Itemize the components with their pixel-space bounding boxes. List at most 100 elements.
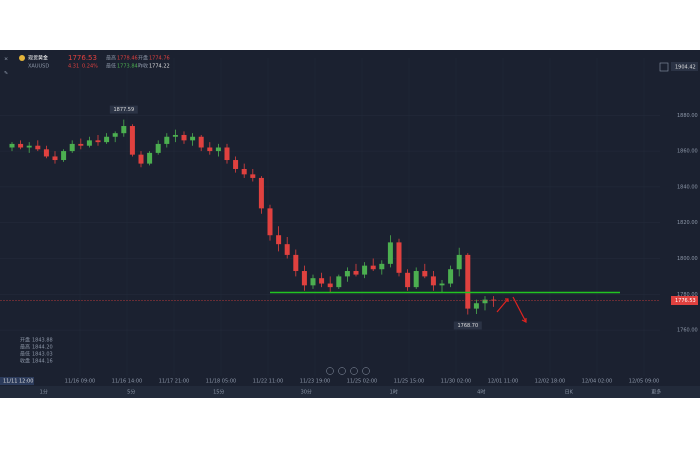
layout-icon[interactable] [659, 62, 669, 72]
candle-body [129, 126, 135, 155]
candle-body [164, 136, 170, 144]
candle-body [112, 133, 118, 137]
candle-body [491, 299, 497, 301]
period-tab[interactable]: 4时 [477, 389, 485, 396]
candle-body [35, 145, 41, 150]
period-tab[interactable]: 30分 [301, 389, 312, 396]
candle-body [284, 244, 290, 255]
candle-body [258, 177, 264, 209]
candle-body [250, 174, 256, 178]
x-tick-label: 11/18 05:00 [206, 379, 236, 385]
x-tick-label: 11/25 02:00 [347, 379, 377, 385]
period-tab[interactable]: 15分 [213, 389, 224, 396]
zoom-in[interactable] [362, 367, 370, 375]
close-icon[interactable]: ✕ [4, 57, 8, 63]
candle-body [147, 152, 153, 164]
high-label-box [109, 105, 138, 114]
y-tick-label: 1760.00 [677, 328, 698, 334]
price-box [671, 295, 698, 305]
period-tab[interactable]: 1分 [40, 389, 48, 396]
period-tab[interactable]: 日K [565, 390, 574, 396]
plot: 1880.00 1860.00 1840.00 1820.00 1800.00 1780.… [0, 58, 698, 385]
instrument-name: 现货黄金 [28, 55, 48, 62]
stat-value: 1774.76 [149, 56, 170, 62]
candle-body [155, 143, 161, 153]
stat-value: 1774.22 [149, 64, 170, 70]
change-pct: 0.24% [82, 64, 98, 70]
change: 4.31 [68, 64, 79, 70]
candle-body [396, 242, 402, 273]
candle-body [439, 283, 445, 286]
legend-label: 最高 [20, 344, 30, 351]
candle-body [379, 263, 385, 270]
zoom-out[interactable] [326, 367, 334, 375]
y-tick-label: 1800.00 [677, 256, 698, 262]
symbol: XAUUSD [28, 64, 49, 70]
stat-label: 开盘 [138, 55, 148, 62]
candle-body [370, 265, 376, 270]
y-tick-label: 1860.00 [677, 149, 698, 155]
draw-icon[interactable]: ✎ [4, 71, 8, 77]
start-time: 11/11 12:00 [3, 379, 33, 385]
candle-body [181, 134, 187, 141]
x-tick-label: 12/01 11:00 [488, 379, 518, 385]
low-label-box [453, 321, 482, 330]
candle-body [18, 143, 24, 148]
candle-body [267, 208, 273, 236]
stat-label: 最高 [106, 55, 116, 62]
x-tick-label: 11/23 19:00 [300, 379, 330, 385]
high-label: 1877.59 [113, 107, 134, 113]
candle-body [69, 143, 75, 152]
candle-body [86, 140, 92, 146]
y-tick-label: 1880.00 [677, 113, 698, 119]
x-tick-label: 12/04 02:00 [582, 379, 612, 385]
candle-body [387, 242, 393, 264]
stat-label: 昨收 [138, 63, 148, 70]
y-tick-label: 1780.00 [677, 292, 698, 298]
legend-value: 1844.16 [32, 359, 53, 365]
candle-body [61, 151, 67, 161]
period-tab[interactable]: 1时 [390, 389, 398, 396]
scroll-right[interactable] [350, 367, 358, 375]
legend-label: 开盘 [20, 337, 30, 344]
candle-body [319, 278, 325, 284]
crosshair-price: 1904.42 [675, 65, 696, 71]
legend-label: 收盘 [20, 358, 30, 365]
price-axis-label: 1776.53 [675, 298, 696, 304]
candle-body [301, 271, 307, 286]
last-price: 1776.53 [68, 54, 97, 62]
candle-body [198, 136, 204, 148]
candle-body [233, 160, 239, 169]
period-tab[interactable]: 5分 [127, 389, 135, 396]
stat-value: 1778.46 [117, 56, 138, 62]
period-tab[interactable]: 更多 [651, 389, 661, 396]
scroll-left[interactable] [338, 367, 346, 375]
candle-body [430, 276, 436, 286]
start-time-box [0, 377, 34, 385]
candle-body [95, 140, 101, 143]
legend-value: 1844.20 [32, 345, 53, 351]
crosshair-box [671, 62, 698, 71]
candle-body [104, 136, 110, 143]
candle-body [448, 269, 454, 284]
x-tick-label: 11/25 15:00 [394, 379, 424, 385]
period-bar [0, 386, 700, 398]
x-tick-label: 11/17 21:00 [159, 379, 189, 385]
ohlc-legend: 开盘 1843.88 最高 1844.20 最低 1843.03 收盘 1844… [20, 337, 53, 365]
x-tick-label: 11/30 02:00 [441, 379, 471, 385]
candle-body [422, 271, 428, 277]
x-tick-label: 11/16 14:00 [112, 379, 142, 385]
low-label: 1768.70 [457, 323, 478, 329]
candle-body [405, 272, 411, 288]
candle-body [78, 143, 84, 146]
candle-body [293, 254, 299, 272]
candle-body [190, 136, 196, 141]
zoom-controls [326, 367, 370, 375]
arrow-annotation [496, 296, 527, 323]
candle-body [207, 147, 213, 152]
candle-body [362, 265, 368, 275]
candle-body [276, 235, 282, 245]
candle-body [465, 254, 471, 309]
